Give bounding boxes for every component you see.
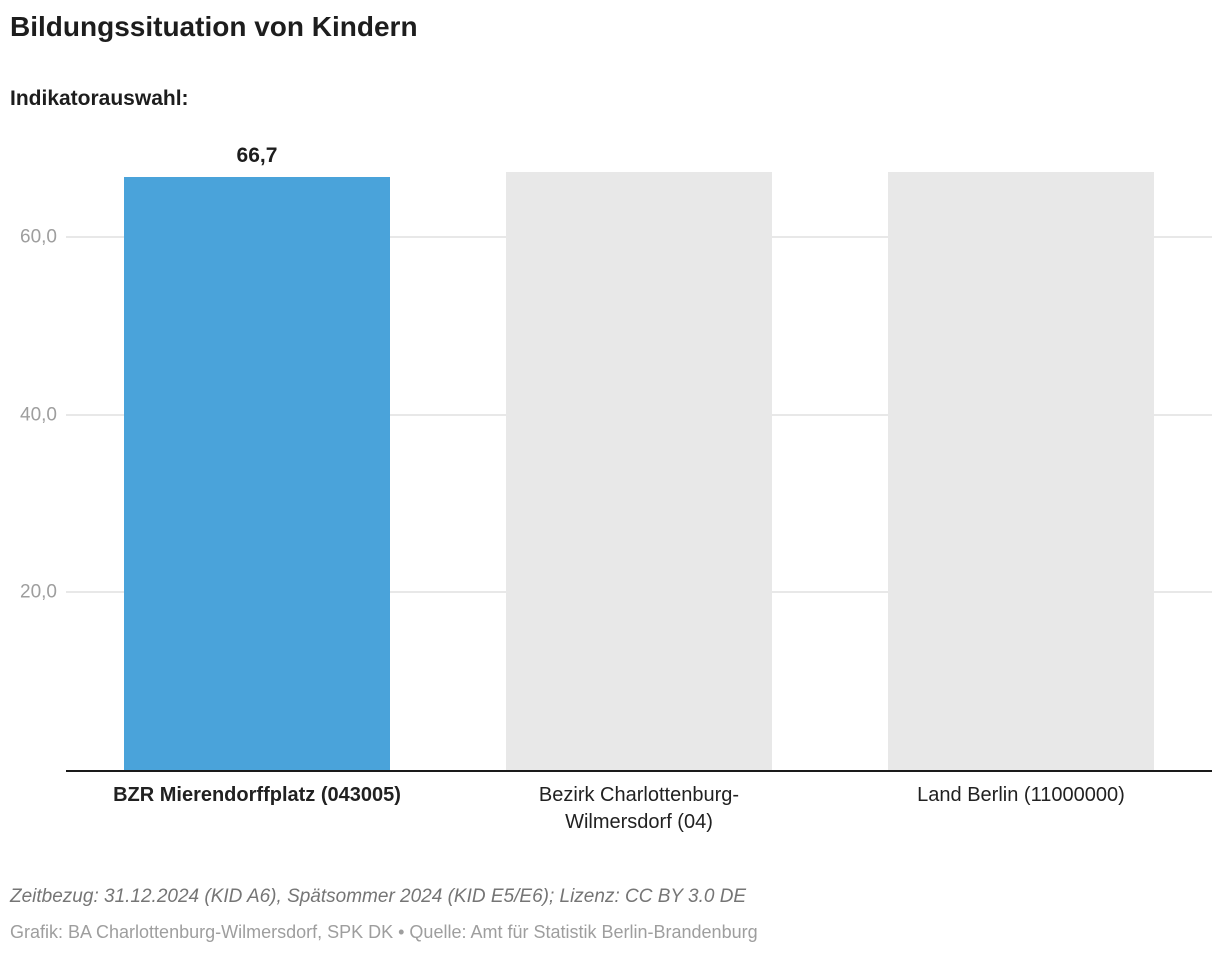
bars-row: 66,7 (66, 145, 1212, 770)
bar-2[interactable] (505, 172, 772, 770)
y-axis-tick-label: 40,0 (20, 404, 57, 426)
bar-column: 66,7 (66, 145, 448, 770)
y-axis-tick-label: 20,0 (20, 581, 57, 603)
x-axis-label: Land Berlin (11000000) (917, 784, 1125, 806)
bar-column (448, 172, 830, 770)
page-title: Bildungssituation von Kindern (10, 11, 418, 42)
bar-3[interactable] (887, 172, 1154, 770)
indicator-selection-label: Indikatorauswahl: (10, 87, 189, 110)
bar-column (830, 172, 1212, 770)
footer-zeitbezug-lizenz: Zeitbezug: 31.12.2024 (KID A6), Spätsomm… (10, 886, 747, 907)
bar-1[interactable] (123, 177, 390, 770)
x-axis-label: BZR Mierendorffplatz (043005) (113, 784, 401, 806)
plot-area: 66,7 (66, 145, 1212, 772)
y-axis: 20,0 40,0 60,0 (0, 172, 57, 770)
x-axis-label: Bezirk Charlottenburg- Wilmersdorf (04) (538, 784, 740, 833)
footer-grafik-quelle: Grafik: BA Charlottenburg-Wilmersdorf, S… (10, 922, 758, 942)
y-axis-tick-label: 60,0 (20, 226, 57, 248)
bar-value-label: 66,7 (236, 144, 278, 168)
x-axis-labels: BZR Mierendorffplatz (043005) Bezirk Char… (66, 782, 1212, 836)
